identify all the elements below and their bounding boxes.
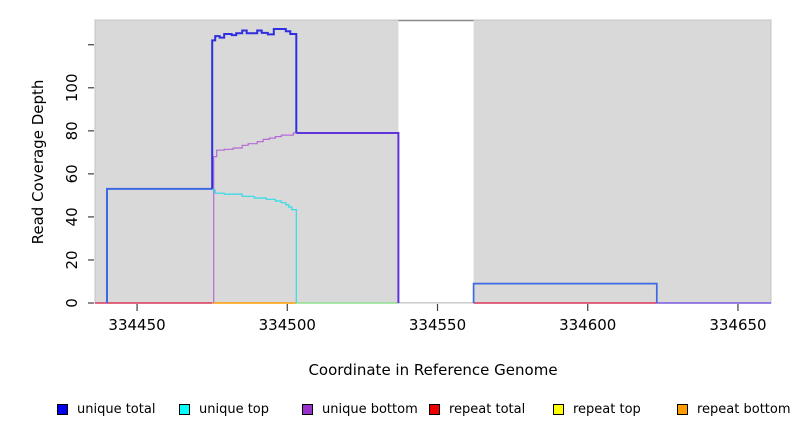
- legend: unique total unique top unique bottom repea…: [0, 400, 792, 420]
- y-tick-label: 0: [63, 298, 81, 308]
- legend-swatch-icon: [553, 403, 564, 415]
- series-unique-total-plateau: [211, 28, 298, 189]
- series-unique-top: [212, 189, 297, 303]
- x-axis-title: Coordinate in Reference Genome: [308, 361, 558, 379]
- y-tick-label: 100: [63, 73, 81, 102]
- y-tick-label: 80: [63, 121, 81, 140]
- series-unique-total-left: [106, 187, 213, 303]
- legend-item-repeat-total: repeat total: [429, 400, 525, 418]
- legend-label: repeat top: [573, 401, 641, 417]
- series-unique-bottom: [213, 132, 297, 303]
- legend-label: repeat total: [449, 401, 526, 417]
- x-tick-label: 334450: [108, 316, 165, 334]
- y-tick-label: 20: [63, 250, 81, 269]
- legend-item-unique-top: unique top: [179, 400, 269, 418]
- x-tick-label: 334650: [709, 316, 766, 334]
- legend-label: unique bottom: [322, 401, 418, 417]
- x-tick-label: 334550: [409, 316, 466, 334]
- legend-item-repeat-top: repeat top: [553, 400, 641, 418]
- legend-label: repeat bottom: [697, 401, 791, 417]
- legend-swatch-icon: [57, 403, 68, 415]
- series-unique-total-right: [472, 282, 658, 303]
- legend-item-repeat-bottom: repeat bottom: [677, 400, 791, 418]
- x-tick-label: 334500: [259, 316, 316, 334]
- y-tick-label: 60: [63, 164, 81, 183]
- no-data-gap: [398, 19, 474, 302]
- legend-item-unique-total: unique total: [57, 400, 155, 418]
- legend-label: unique top: [199, 401, 270, 417]
- y-axis-title: Read Coverage Depth: [29, 79, 47, 245]
- legend-item-unique-bottom: unique bottom: [302, 400, 418, 418]
- legend-label: unique total: [77, 401, 156, 417]
- legend-swatch-icon: [677, 403, 688, 415]
- x-tick-label: 334600: [559, 316, 616, 334]
- series-unique-total-mid: [296, 132, 400, 303]
- legend-swatch-icon: [179, 403, 190, 415]
- y-tick-label: 40: [63, 207, 81, 226]
- legend-swatch-icon: [302, 403, 313, 415]
- legend-swatch-icon: [429, 403, 440, 415]
